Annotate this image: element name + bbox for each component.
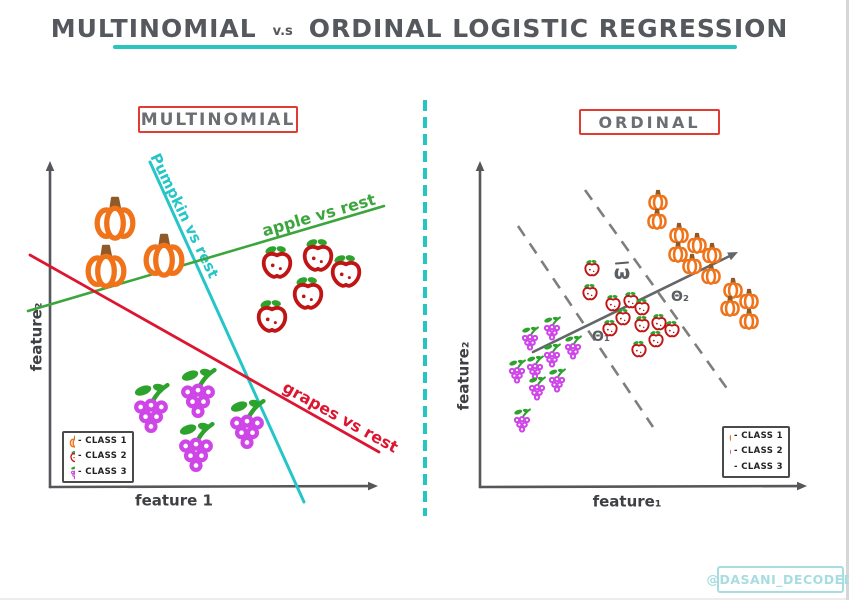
grapes-icon [527, 375, 547, 402]
watermark-text: @DASANI_DECODED [706, 572, 849, 587]
pumpkin-icon [720, 295, 740, 317]
pumpkin-icon [647, 208, 667, 230]
multinomial-panel-label-text: MULTINOMIAL [140, 109, 296, 130]
apple-icon [602, 318, 618, 337]
grapes-icon [563, 334, 583, 361]
annotation-w-bar: ω [614, 262, 631, 284]
grapes-icon [525, 354, 545, 381]
apple-icon [582, 282, 598, 301]
y-axis [475, 161, 485, 489]
annotation-w-bar-overline [615, 261, 629, 265]
pumpkin-icon [729, 429, 731, 443]
grapes-icon [542, 342, 562, 369]
title-underline [113, 45, 737, 49]
title-ordinal: ORDINAL LOGISTIC REGRESSION [308, 14, 789, 43]
legend-item-label: - CLASS 1 [733, 431, 783, 441]
legend-ordinal: - CLASS 1 - CLASS 2 - CLASS 3 [722, 426, 790, 478]
legend-item-apple: - CLASS 2 [729, 444, 783, 458]
apple-icon [631, 339, 647, 358]
pumpkin-icon [739, 308, 759, 330]
apple-icon [634, 297, 650, 316]
panel-divider [423, 100, 427, 516]
grapes-icon [547, 367, 567, 394]
grapes-icon [730, 459, 731, 475]
pumpkin-icon [739, 288, 759, 310]
decision-line-apple-vs-rest [26, 204, 386, 313]
x-axis [478, 481, 807, 491]
watermark-badge: @DASANI_DECODED [706, 566, 849, 593]
apple-icon [584, 258, 600, 277]
pumpkin-icon [687, 232, 707, 254]
title-multinomial: MULTINOMIAL [50, 14, 257, 43]
decision-line-pumpkin-vs-rest [148, 160, 306, 504]
apple-icon [730, 444, 731, 457]
grapes-icon [520, 325, 540, 352]
legend-item-label: - CLASS 1 [77, 436, 127, 446]
annotation-theta-2: Θ₂ [671, 289, 689, 305]
apple-icon [634, 314, 650, 333]
x-axis [48, 481, 378, 491]
apple-icon [605, 293, 621, 312]
apple-icon [648, 329, 664, 348]
pumpkin-icon [668, 241, 688, 263]
pumpkin-icon [723, 277, 743, 299]
ordinal-panel-label: ORDINAL [579, 109, 720, 135]
apple-icon [651, 312, 667, 331]
legend-item-grapes: - CLASS 3 [69, 464, 127, 480]
apple-icon [664, 319, 680, 338]
multinomial-panel-label: MULTINOMIAL [138, 106, 298, 133]
legend-item-grapes: - CLASS 3 [729, 459, 783, 475]
legend-item-pumpkin: - CLASS 1 [69, 434, 127, 448]
y-axis-label: feature₂ [455, 342, 473, 411]
legend-multinomial: - CLASS 1 - CLASS 2 - CLASS 3 [62, 431, 134, 483]
apple-icon [615, 307, 631, 326]
legend-item-pumpkin: - CLASS 1 [729, 429, 783, 443]
legend-item-label: - CLASS 2 [733, 446, 783, 456]
legend-item-apple: - CLASS 2 [69, 449, 127, 463]
apple-icon [70, 449, 75, 462]
grapes-icon [542, 315, 562, 342]
page-title: MULTINOMIAL v.s ORDINAL LOGISTIC REGRESSIO… [0, 14, 839, 43]
title-vs: v.s [272, 24, 293, 39]
grapes-icon [70, 464, 75, 480]
decision-line-grapes-vs-rest [28, 253, 381, 454]
grapes-icon [512, 407, 532, 434]
grapes-icon [507, 358, 527, 385]
ordinal-panel-label-text: ORDINAL [598, 112, 701, 132]
legend-item-label: - CLASS 2 [77, 451, 127, 461]
pumpkin-icon [648, 189, 668, 211]
y-axis [45, 161, 55, 489]
legend-item-label: - CLASS 3 [733, 462, 783, 472]
pumpkin-icon [69, 434, 75, 448]
y-axis-label: feature₂ [28, 303, 46, 372]
x-axis-label: feature₁ [593, 493, 662, 511]
pumpkin-icon [669, 222, 689, 244]
legend-item-label: - CLASS 3 [77, 467, 127, 477]
x-axis-label: feature 1 [135, 492, 213, 510]
